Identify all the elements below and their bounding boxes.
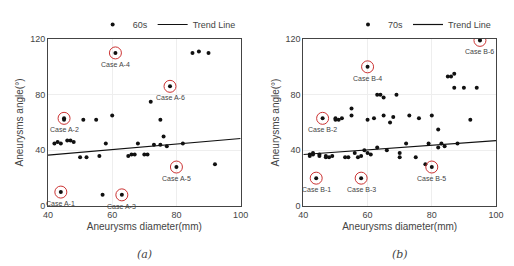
svg-text:(a): (a) bbox=[137, 248, 152, 261]
svg-text:60: 60 bbox=[363, 210, 373, 220]
svg-text:100: 100 bbox=[233, 210, 248, 220]
svg-text:(b): (b) bbox=[392, 248, 408, 261]
svg-text:40: 40 bbox=[298, 210, 308, 220]
svg-text:Trend Line: Trend Line bbox=[448, 20, 491, 30]
svg-text:120: 120 bbox=[286, 34, 301, 44]
svg-text:Aneurysms angle(°): Aneurysms angle(°) bbox=[14, 79, 25, 167]
svg-text:80: 80 bbox=[171, 210, 181, 220]
svg-text:Case A-4: Case A-4 bbox=[101, 61, 130, 68]
svg-text:100: 100 bbox=[488, 210, 503, 220]
svg-text:70s: 70s bbox=[388, 20, 403, 30]
svg-text:Case B-6: Case B-6 bbox=[465, 48, 494, 55]
svg-text:Aneurysms diameter(mm): Aneurysms diameter(mm) bbox=[87, 221, 202, 232]
svg-text:Case A-1: Case A-1 bbox=[46, 200, 75, 207]
svg-text:Case A-3: Case A-3 bbox=[107, 203, 136, 210]
svg-text:Case A-2: Case A-2 bbox=[50, 126, 79, 133]
svg-text:80: 80 bbox=[291, 90, 301, 100]
svg-text:Trend Line: Trend Line bbox=[193, 20, 236, 30]
svg-text:Case B-2: Case B-2 bbox=[308, 126, 337, 133]
svg-text:Case B-1: Case B-1 bbox=[302, 186, 331, 193]
svg-text:Aneurysms angle(°): Aneurysms angle(°) bbox=[270, 79, 281, 167]
svg-text:40: 40 bbox=[43, 210, 53, 220]
svg-text:Aneurysms diameter(mm): Aneurysms diameter(mm) bbox=[342, 221, 457, 232]
svg-text:60s: 60s bbox=[133, 20, 148, 30]
svg-text:120: 120 bbox=[30, 34, 45, 44]
svg-text:0: 0 bbox=[40, 201, 45, 211]
svg-text:0: 0 bbox=[296, 201, 301, 211]
svg-text:80: 80 bbox=[427, 210, 437, 220]
svg-text:40: 40 bbox=[35, 145, 45, 155]
svg-text:60: 60 bbox=[107, 210, 117, 220]
svg-text:Case A-5: Case A-5 bbox=[162, 175, 191, 182]
svg-text:40: 40 bbox=[291, 145, 301, 155]
svg-text:Case A-6: Case A-6 bbox=[156, 94, 185, 101]
svg-text:Case B-5: Case B-5 bbox=[417, 175, 446, 182]
svg-text:80: 80 bbox=[35, 90, 45, 100]
svg-text:Case B-4: Case B-4 bbox=[353, 75, 382, 82]
svg-text:Case B-3: Case B-3 bbox=[347, 186, 376, 193]
